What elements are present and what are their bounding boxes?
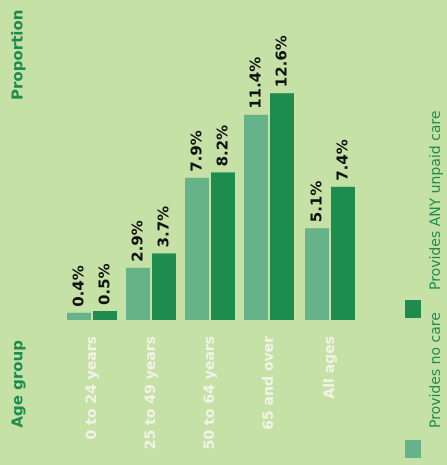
bar (93, 311, 117, 320)
value-label: 0.4% (70, 265, 88, 307)
bar (244, 114, 268, 320)
value-label: 7.9% (188, 130, 206, 172)
value-label: 3.7% (155, 206, 173, 248)
bar (126, 267, 150, 320)
y-axis-label: Proportion (9, 10, 27, 100)
x-tick-label: 50 to 64 years (202, 336, 218, 449)
legend-swatch (405, 440, 421, 458)
value-label: 5.1% (308, 181, 326, 223)
value-label: 11.4% (247, 57, 265, 109)
x-tick-label: All ages (322, 336, 338, 399)
value-label: 8.2% (214, 125, 232, 167)
bar (152, 253, 176, 320)
x-tick-label: 0 to 24 years (84, 336, 100, 439)
bar (305, 228, 329, 320)
x-tick-label: 25 to 49 years (143, 336, 159, 449)
legend-label: Provides no care (428, 312, 444, 428)
x-axis-label: Age group (9, 340, 27, 428)
bar (67, 312, 91, 320)
legend-swatch (405, 300, 421, 318)
value-label: 7.4% (334, 139, 352, 181)
value-label: 12.6% (273, 35, 291, 87)
bar (185, 177, 209, 320)
bar (211, 172, 235, 320)
legend-label: Provides ANY unpaid care (428, 111, 444, 290)
bar (270, 93, 294, 320)
value-label: 0.5% (96, 263, 114, 305)
x-tick-label: 65 and over (261, 336, 277, 430)
bar (331, 186, 355, 320)
value-label: 2.9% (129, 220, 147, 262)
